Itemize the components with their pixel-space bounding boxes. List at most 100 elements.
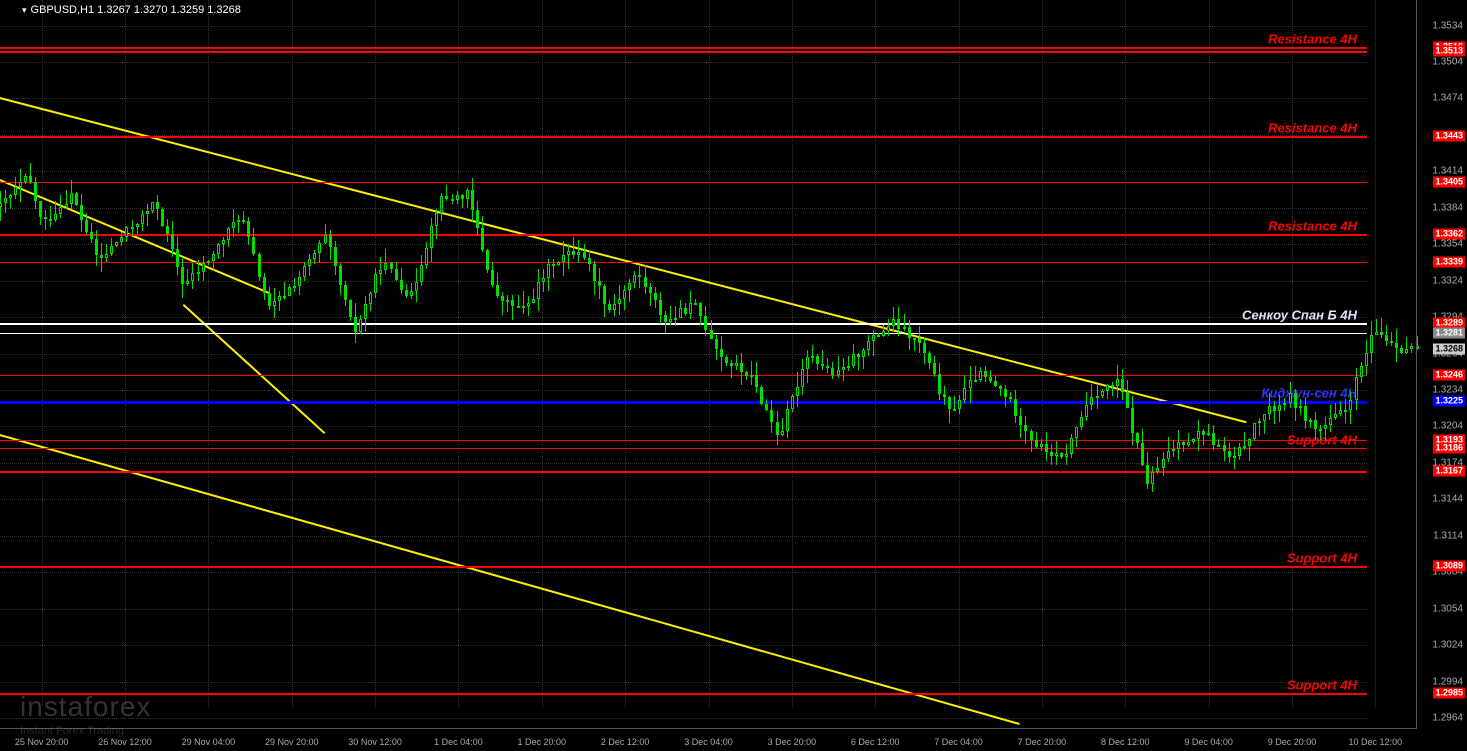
- grid-line-v: [542, 0, 543, 707]
- grid-line-v: [1209, 0, 1210, 707]
- grid-line-v: [292, 0, 293, 707]
- level-label: Support 4H: [1287, 677, 1357, 692]
- y-tick: 1.3504: [1432, 56, 1463, 67]
- level-label: Support 4H: [1287, 433, 1357, 448]
- y-tick: 1.3324: [1432, 275, 1463, 286]
- x-tick: 3 Dec 04:00: [684, 737, 733, 747]
- watermark-sub: Instant Forex Trading: [20, 725, 124, 737]
- horizontal-level: [0, 47, 1367, 49]
- y-tick: 1.3024: [1432, 640, 1463, 651]
- horizontal-level: [0, 51, 1367, 53]
- x-tick: 8 Dec 12:00: [1101, 737, 1150, 747]
- grid-line-v: [875, 0, 876, 707]
- grid-line-h: [0, 645, 1367, 646]
- x-tick: 26 Nov 12:00: [98, 737, 152, 747]
- y-tick: 1.2964: [1432, 713, 1463, 724]
- y-tick: 1.3204: [1432, 421, 1463, 432]
- grid-line-v: [1042, 0, 1043, 707]
- y-tick: 1.3474: [1432, 93, 1463, 104]
- grid-line-v: [709, 0, 710, 707]
- chart-title: GBPUSD,H1 1.3267 1.3270 1.3259 1.3268: [22, 4, 241, 16]
- y-tick: 1.3054: [1432, 603, 1463, 614]
- y-tick: 1.2994: [1432, 676, 1463, 687]
- x-tick: 1 Dec 20:00: [518, 737, 567, 747]
- grid-line-h: [0, 98, 1367, 99]
- x-tick: 9 Dec 20:00: [1268, 737, 1317, 747]
- grid-line-v: [959, 0, 960, 707]
- grid-line-h: [0, 354, 1367, 355]
- grid-line-h: [0, 171, 1367, 172]
- y-tick: 1.3414: [1432, 166, 1463, 177]
- x-tick: 29 Nov 20:00: [265, 737, 319, 747]
- price-tag: 1.3362: [1433, 229, 1465, 240]
- y-axis: 1.35341.35041.34741.34441.34141.33841.33…: [1416, 0, 1467, 729]
- grid-line-v: [1375, 0, 1376, 707]
- y-tick: 1.3534: [1432, 20, 1463, 31]
- x-tick: 6 Dec 12:00: [851, 737, 900, 747]
- x-tick: 1 Dec 04:00: [434, 737, 483, 747]
- horizontal-level: [0, 693, 1367, 695]
- horizontal-level: [0, 136, 1367, 138]
- grid-line-h: [0, 62, 1367, 63]
- grid-line-v: [125, 0, 126, 707]
- price-tag: 1.3281: [1433, 327, 1465, 338]
- price-tag: 1.3405: [1433, 177, 1465, 188]
- grid-line-h: [0, 572, 1367, 573]
- x-tick: 3 Dec 20:00: [768, 737, 817, 747]
- watermark-logo: instaforex: [20, 691, 151, 723]
- grid-line-h: [0, 317, 1367, 318]
- price-tag: 1.3167: [1433, 466, 1465, 477]
- x-tick: 30 Nov 12:00: [348, 737, 402, 747]
- y-tick: 1.3354: [1432, 239, 1463, 250]
- grid-line-h: [0, 499, 1367, 500]
- grid-line-v: [625, 0, 626, 707]
- horizontal-level: [0, 323, 1367, 325]
- horizontal-level: [0, 262, 1367, 263]
- horizontal-level: [0, 234, 1367, 236]
- grid-line-h: [0, 682, 1367, 683]
- y-tick: 1.3144: [1432, 494, 1463, 505]
- level-label: Resistance 4H: [1268, 121, 1357, 136]
- x-tick: 9 Dec 04:00: [1184, 737, 1233, 747]
- level-label: Киджун-сен 4H: [1261, 385, 1357, 400]
- grid-line-h: [0, 244, 1367, 245]
- level-label: Support 4H: [1287, 551, 1357, 566]
- grid-line-v: [375, 0, 376, 707]
- plot-area[interactable]: Resistance 4HResistance 4HResistance 4HС…: [0, 0, 1417, 729]
- y-tick: 1.3114: [1433, 530, 1463, 541]
- grid-line-h: [0, 26, 1367, 27]
- x-tick: 25 Nov 20:00: [15, 737, 69, 747]
- grid-line-h: [0, 281, 1367, 282]
- price-tag: 1.3225: [1433, 395, 1465, 406]
- grid-line-h: [0, 208, 1367, 209]
- grid-line-v: [1292, 0, 1293, 707]
- x-axis: 25 Nov 20:0026 Nov 12:0029 Nov 04:0029 N…: [0, 728, 1417, 751]
- grid-line-h: [0, 426, 1367, 427]
- y-tick: 1.3234: [1432, 385, 1463, 396]
- x-tick: 10 Dec 12:00: [1349, 737, 1403, 747]
- horizontal-level: [0, 401, 1367, 404]
- x-tick: 7 Dec 04:00: [934, 737, 983, 747]
- horizontal-level: [0, 448, 1367, 449]
- price-tag: 1.3513: [1433, 46, 1465, 57]
- price-tag: 1.3339: [1433, 257, 1465, 268]
- price-tag: 1.3186: [1433, 443, 1465, 454]
- grid-line-h: [0, 718, 1367, 719]
- horizontal-level: [0, 375, 1367, 376]
- grid-line-h: [0, 536, 1367, 537]
- horizontal-level: [0, 333, 1367, 334]
- chart-container: GBPUSD,H1 1.3267 1.3270 1.3259 1.3268 Re…: [0, 0, 1467, 751]
- grid-line-v: [792, 0, 793, 707]
- level-label: Resistance 4H: [1268, 219, 1357, 234]
- grid-line-v: [208, 0, 209, 707]
- level-label: Resistance 4H: [1268, 32, 1357, 47]
- x-tick: 2 Dec 12:00: [601, 737, 650, 747]
- horizontal-level: [0, 566, 1367, 568]
- y-tick: 1.3384: [1432, 202, 1463, 213]
- horizontal-level: [0, 440, 1367, 441]
- current-price-tag: 1.3268: [1433, 343, 1465, 354]
- price-tag: 1.3443: [1433, 131, 1465, 142]
- price-tag: 1.2985: [1433, 687, 1465, 698]
- grid-line-h: [0, 609, 1367, 610]
- x-tick: 7 Dec 20:00: [1018, 737, 1067, 747]
